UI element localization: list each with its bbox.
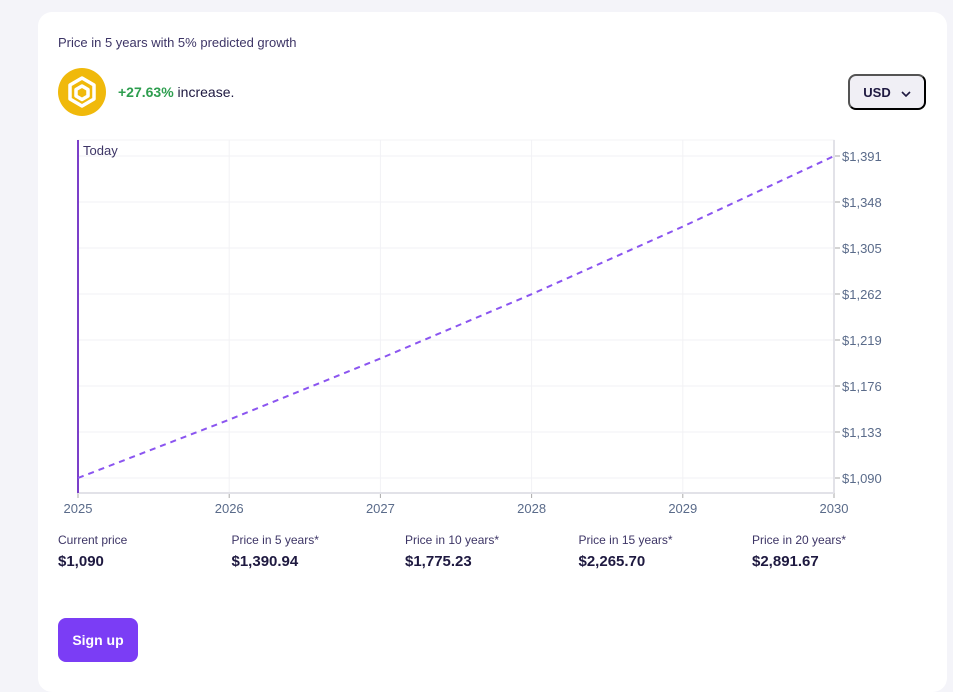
- increase-text: +27.63% increase.: [118, 84, 234, 100]
- x-tick-label: 2030: [820, 501, 849, 516]
- y-tick-label: $1,176: [842, 379, 882, 394]
- stat-value: $1,090: [58, 553, 104, 570]
- bnb-icon: [58, 68, 106, 116]
- stat-item: Price in 15 years* $2,265.70: [579, 533, 673, 570]
- x-tick-label: 2026: [215, 501, 244, 516]
- currency-select[interactable]: USD: [848, 74, 926, 110]
- stat-value: $2,265.70: [578, 553, 646, 570]
- currency-value: USD: [863, 84, 891, 100]
- y-tick-label: $1,348: [842, 195, 882, 210]
- stat-value: $1,390.94: [231, 553, 299, 570]
- y-tick-label: $1,262: [842, 287, 882, 302]
- plot-area: [77, 139, 835, 494]
- stat-item: Price in 20 years* $2,891.67: [752, 533, 846, 570]
- stat-label: Price in 20 years*: [752, 533, 847, 547]
- stat-label: Current price: [58, 533, 128, 547]
- price-line: [77, 155, 835, 479]
- card-title: Price in 5 years with 5% predicted growt…: [58, 35, 297, 50]
- increase-label: increase.: [173, 84, 235, 100]
- x-tick-label: 2028: [517, 501, 546, 516]
- stat-value: $1,775.23: [405, 553, 472, 570]
- y-tick-label: $1,133: [842, 425, 882, 440]
- y-tick-label: $1,305: [842, 241, 882, 256]
- y-tick-label: $1,391: [842, 149, 882, 164]
- x-tick-label: 2025: [64, 501, 93, 516]
- prediction-card: Price in 5 years with 5% predicted growt…: [38, 12, 947, 692]
- sign-up-button[interactable]: Sign up: [58, 618, 138, 662]
- stat-label: Price in 10 years*: [405, 533, 500, 547]
- today-label: Today: [83, 143, 118, 158]
- x-tick-label: 2027: [366, 501, 395, 516]
- chevron-down-icon: [901, 85, 911, 100]
- price-chart: $1,090 $1,133 $1,176 $1,219 $1,262 $1,305 $1,3…: [64, 139, 882, 516]
- stat-value: $2,891.67: [752, 553, 819, 570]
- stat-item: Price in 5 years* $1,390.94: [232, 533, 319, 570]
- stat-item: Current price $1,090: [58, 533, 127, 570]
- stat-label: Price in 15 years*: [578, 533, 673, 547]
- y-tick-label: $1,219: [842, 333, 882, 348]
- increase-percent: +27.63%: [118, 84, 174, 100]
- y-tick-label: $1,090: [842, 471, 882, 486]
- x-tick-label: 2029: [668, 501, 697, 516]
- stat-label: Price in 5 years*: [231, 533, 319, 547]
- stat-item: Price in 10 years* $1,775.23: [405, 533, 499, 570]
